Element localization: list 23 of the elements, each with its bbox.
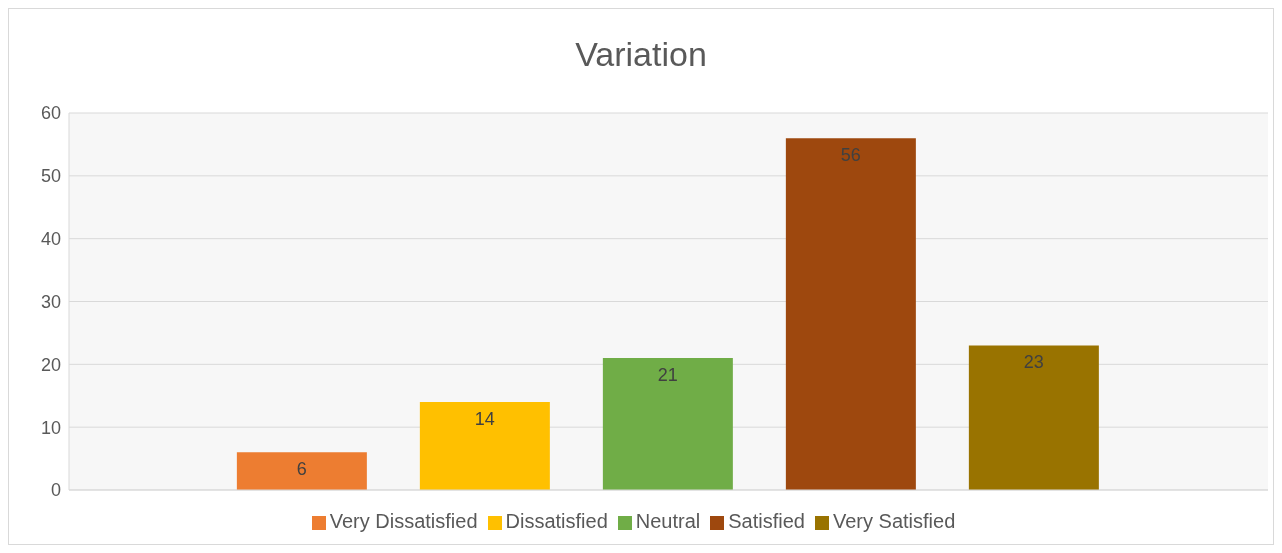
- bar: [419, 402, 550, 490]
- chart-title: Variation: [574, 34, 708, 73]
- bar: [968, 345, 1099, 490]
- legend-label: Very Satisfied: [833, 510, 956, 532]
- legend-label: Dissatisfied: [505, 510, 608, 532]
- data-label: 56: [840, 144, 861, 165]
- y-tick-label: 0: [50, 480, 61, 501]
- y-tick-label: 20: [40, 354, 61, 375]
- y-tick-label: 30: [40, 291, 61, 312]
- bar: [236, 452, 367, 490]
- data-label: 6: [296, 459, 307, 480]
- data-label: 21: [657, 364, 678, 385]
- legend-label: Very Dissatisfied: [329, 510, 478, 532]
- bar: [602, 358, 733, 490]
- data-label: 23: [1023, 352, 1044, 373]
- y-tick-label: 40: [40, 229, 61, 250]
- y-tick-label: 10: [40, 417, 61, 438]
- bar: [785, 138, 916, 490]
- data-label: 14: [474, 408, 495, 429]
- y-tick-label: 60: [40, 103, 61, 124]
- y-tick-label: 50: [40, 166, 61, 187]
- legend-label: Satisfied: [728, 510, 805, 532]
- legend-label: Neutral: [635, 510, 701, 532]
